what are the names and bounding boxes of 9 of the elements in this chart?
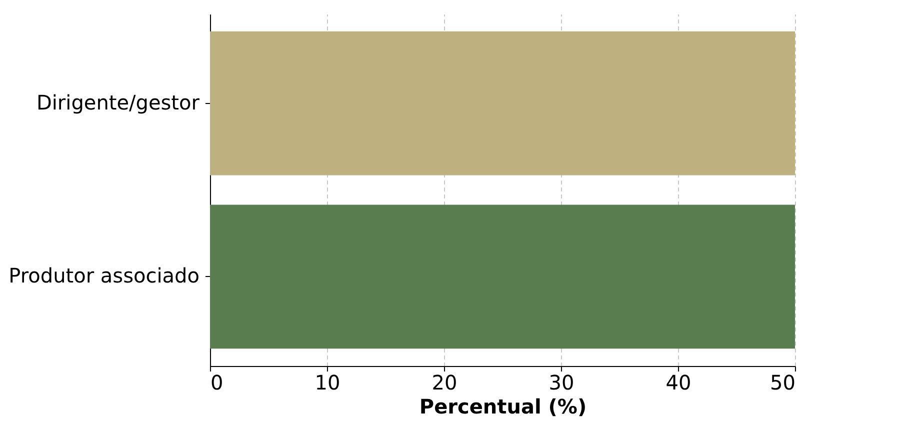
- y-tick-label: Produtor associado: [8, 264, 200, 288]
- x-tick-label: 50: [770, 370, 796, 394]
- x-tick-label: 10: [314, 370, 340, 394]
- x-tick-label: 30: [548, 370, 574, 394]
- x-axis-title: Percentual (%): [419, 394, 587, 418]
- x-tick-label: 20: [432, 370, 458, 394]
- y-tick-label: Dirigente/gestor: [36, 90, 200, 114]
- x-tick-label: 0: [210, 370, 224, 394]
- x-tick-label: 40: [666, 370, 692, 394]
